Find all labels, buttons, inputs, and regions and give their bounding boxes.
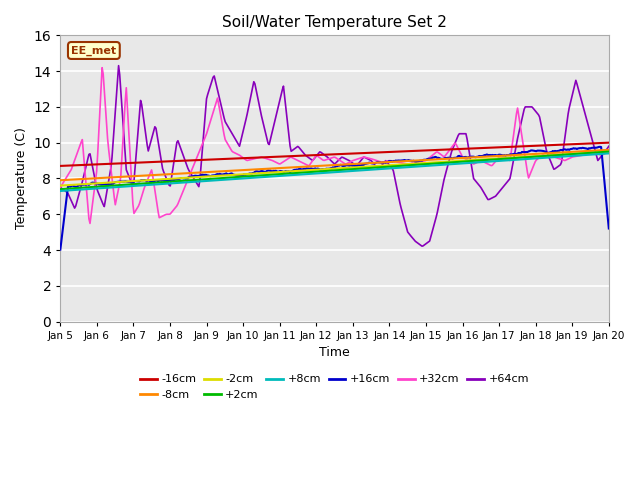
-8cm [605,147,612,153]
-8cm [592,148,600,154]
+64cm [384,160,392,166]
-2cm [317,167,324,172]
+64cm [355,161,362,167]
+8cm [320,170,328,176]
+2cm [506,156,514,161]
+16cm [56,247,64,252]
-2cm [56,183,64,189]
+64cm [56,184,64,190]
+2cm [592,150,600,156]
+2cm [320,168,328,174]
+32cm [508,143,516,149]
-16cm [320,152,328,157]
+16cm [506,152,514,157]
+16cm [596,144,604,150]
+2cm [383,164,390,170]
+64cm [115,63,122,69]
+8cm [506,157,514,163]
+32cm [323,157,330,163]
-8cm [506,153,514,158]
Line: -2cm: -2cm [60,152,609,186]
+2cm [56,186,64,192]
+16cm [317,167,324,172]
Line: +2cm: +2cm [60,152,609,189]
+32cm [86,220,94,226]
-2cm [605,149,612,155]
Line: +32cm: +32cm [60,68,609,223]
Line: +64cm: +64cm [60,66,609,246]
-16cm [383,149,390,155]
+16cm [320,167,328,172]
-2cm [383,163,390,168]
+8cm [383,166,390,171]
-2cm [353,164,361,170]
+64cm [418,243,426,249]
Line: +16cm: +16cm [60,147,609,250]
+16cm [383,159,390,165]
+32cm [319,157,327,163]
+64cm [605,144,612,149]
-16cm [56,163,64,169]
+8cm [317,170,324,176]
-8cm [56,177,64,183]
-8cm [317,163,324,168]
+32cm [605,149,612,155]
+8cm [56,188,64,194]
Line: +8cm: +8cm [60,154,609,191]
-16cm [506,144,514,150]
-8cm [320,163,328,168]
+8cm [353,168,361,174]
-16cm [605,140,612,145]
-8cm [353,161,361,167]
-16cm [353,150,361,156]
+2cm [353,166,361,172]
Line: -16cm: -16cm [60,143,609,166]
+2cm [317,168,324,174]
+64cm [318,150,326,156]
-8cm [383,159,390,165]
+16cm [605,226,612,231]
Text: EE_met: EE_met [71,45,116,56]
+2cm [605,149,612,155]
Title: Soil/Water Temperature Set 2: Soil/Water Temperature Set 2 [222,15,447,30]
+32cm [99,65,106,71]
+8cm [592,151,600,157]
-16cm [317,152,324,158]
+32cm [385,158,393,164]
+16cm [592,144,600,150]
+32cm [355,156,363,161]
Y-axis label: Temperature (C): Temperature (C) [15,128,28,229]
+64cm [321,153,329,158]
Legend: -16cm, -8cm, -2cm, +2cm, +8cm, +16cm, +32cm, +64cm: -16cm, -8cm, -2cm, +2cm, +8cm, +16cm, +3… [136,370,534,405]
+64cm [508,165,516,170]
-2cm [506,155,514,161]
+32cm [594,151,602,157]
X-axis label: Time: Time [319,346,350,359]
-16cm [592,140,600,146]
-2cm [320,167,328,172]
+64cm [594,157,602,163]
Line: -8cm: -8cm [60,150,609,180]
+32cm [56,184,64,190]
+8cm [605,151,612,156]
-2cm [592,150,600,156]
+16cm [353,163,361,169]
